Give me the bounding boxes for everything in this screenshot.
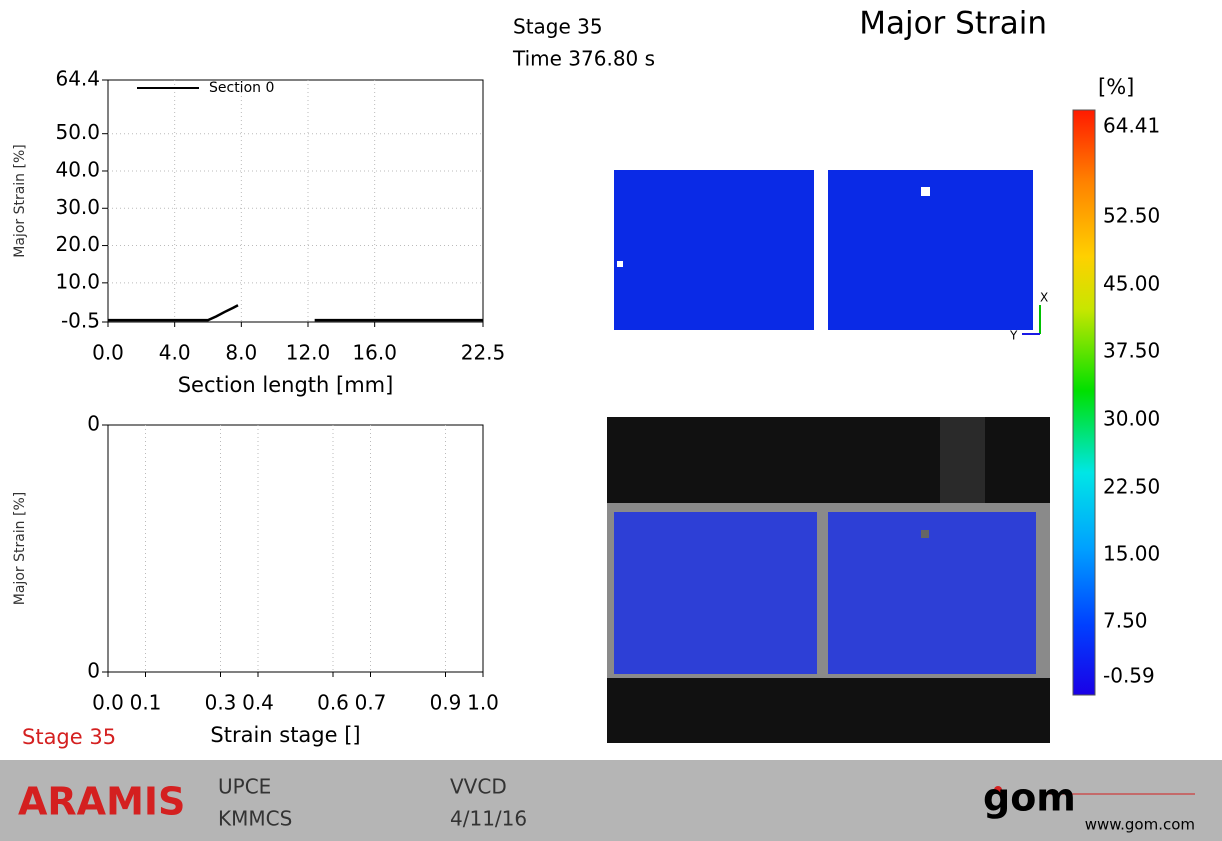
camera-view [607,417,1050,743]
product-name: ARAMIS [18,780,185,824]
colorbar-label: 52.50 [1103,204,1160,228]
stage-label: Stage 35 [22,725,116,749]
x-tick-label: 8.0 [225,341,257,365]
logo-dot [994,786,1002,794]
x-tick-label: 0.0 [92,341,124,365]
colorbar-label: 64.41 [1103,114,1160,138]
y-tick-label: 40.0 [55,157,100,181]
svg-text:Y: Y [1009,329,1018,343]
y-tick-label: 20.0 [55,232,100,256]
plot-frame [107,424,484,673]
footer-bar [0,760,1222,841]
x-tick-label: 4.0 [159,341,191,365]
y-tick-label: 64.4 [55,67,100,91]
x-tick-label: 0.4 [242,691,274,715]
y-tick-label: 50.0 [55,120,100,144]
x-tick-label: 12.0 [286,341,331,365]
x-tick-label: 0.7 [355,691,387,715]
colorbar-label: 15.00 [1103,542,1160,566]
colorbar-label: 45.00 [1103,272,1160,296]
y-tick-label: -0.5 [61,309,100,333]
colorbar-label: 30.00 [1103,407,1160,431]
colorbar-label: -0.59 [1103,664,1155,688]
date: 4/11/16 [450,807,527,831]
view-title: Major Strain [859,6,1047,42]
y-tick-label: 0 [87,659,100,683]
x-tick-label: 0.6 [317,691,349,715]
colorbar [1072,109,1096,696]
plot-frame [107,79,484,323]
strain-view: X Y [607,80,1050,395]
logo: gom [983,776,1076,820]
dept: KMMCS [218,807,292,831]
x-tick-label: 16.0 [352,341,397,365]
series-line [108,304,483,322]
y-tick-label: 10.0 [55,269,100,293]
url: www.gom.com [1085,816,1195,834]
x-tick-label: 0.9 [430,691,462,715]
y-axis-label: Major Strain [%] [12,144,28,257]
colorbar-unit: [%] [1098,75,1134,99]
x-tick-label: 1.0 [467,691,499,715]
colorbar-label: 7.50 [1103,609,1148,633]
org: UPCE [218,775,271,799]
colorbar-label: 37.50 [1103,339,1160,363]
legend-label: Section 0 [209,80,274,96]
user: VVCD [450,775,507,799]
time-text: Time 376.80 s [512,47,655,71]
x-tick-label: 0.3 [205,691,237,715]
y-axis-label: Major Strain [%] [12,492,28,605]
y-tick-label: 30.0 [55,195,100,219]
x-axis-label: Section length [mm] [178,373,394,397]
y-tick-label: 0 [87,412,100,436]
svg-text:X: X [1040,291,1048,305]
x-tick-label: 0.0 [92,691,124,715]
stage-text: Stage 35 [513,15,603,39]
x-tick-label: 22.5 [461,341,506,365]
x-tick-label: 0.1 [130,691,162,715]
x-axis-label: Strain stage [] [210,723,360,747]
colorbar-label: 22.50 [1103,475,1160,499]
